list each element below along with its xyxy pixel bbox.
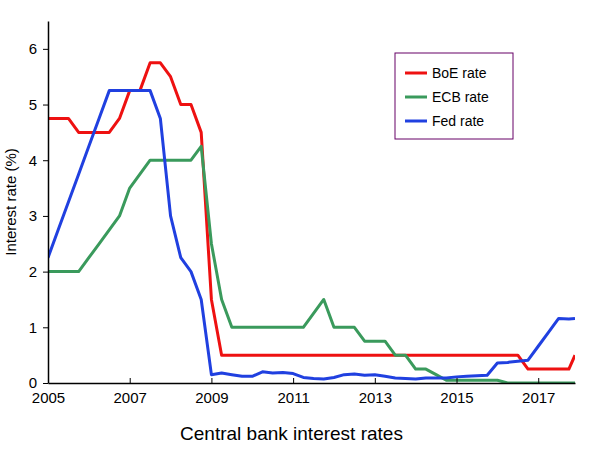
- y-tick-mark: [43, 327, 48, 328]
- y-axis-line: [48, 22, 50, 384]
- y-tick: 3: [29, 207, 48, 224]
- x-axis: 2005200720092011201320152017: [32, 378, 576, 406]
- y-tick: 0: [29, 374, 48, 391]
- x-tick-mark: [457, 378, 458, 383]
- y-tick-mark: [43, 105, 48, 106]
- x-tick-mark: [293, 378, 294, 383]
- x-tick-mark: [538, 378, 539, 383]
- y-axis-title: Interest rate (%): [2, 148, 19, 256]
- series-line: [48, 146, 575, 383]
- x-tick-label: 2007: [114, 389, 147, 406]
- x-tick-label: 2013: [359, 389, 392, 406]
- x-tick: 2017: [522, 378, 555, 406]
- legend: BoE rate ECB rate Fed rate: [395, 53, 513, 139]
- y-tick: 4: [29, 152, 48, 169]
- y-tick-mark: [43, 383, 48, 384]
- x-tick-label: 2015: [440, 389, 473, 406]
- y-tick-label: 4: [29, 152, 37, 169]
- chart-title: Central bank interest rates: [180, 423, 403, 444]
- y-tick: 6: [29, 40, 48, 57]
- y-tick-label: 2: [29, 263, 37, 280]
- legend-swatch: [405, 72, 427, 75]
- legend-label: Fed rate: [432, 113, 484, 129]
- x-tick-label: 2017: [522, 389, 555, 406]
- y-tick: 2: [29, 263, 48, 280]
- x-tick: 2011: [277, 378, 309, 406]
- x-tick-label: 2009: [195, 389, 228, 406]
- y-tick-label: 3: [29, 207, 37, 224]
- y-tick: 1: [29, 319, 48, 336]
- x-tick: 2015: [440, 378, 473, 406]
- x-tick-label: 2011: [277, 389, 309, 406]
- y-tick-label: 0: [29, 374, 37, 391]
- legend-label: BoE rate: [432, 65, 487, 81]
- legend-swatch: [405, 96, 427, 99]
- y-tick-mark: [43, 49, 48, 50]
- y-tick-label: 1: [29, 319, 37, 336]
- plot: 20052007200920112013201520170123456: [29, 22, 576, 406]
- y-tick-label: 6: [29, 40, 37, 57]
- legend-box: [395, 53, 513, 139]
- y-tick-label: 5: [29, 96, 37, 113]
- y-tick: 5: [29, 96, 48, 113]
- x-axis-line: [49, 383, 576, 385]
- x-tick-mark: [130, 378, 131, 383]
- legend-swatch: [405, 120, 427, 123]
- chart: 20052007200920112013201520170123456Inter…: [0, 0, 600, 450]
- x-tick: 2013: [359, 378, 392, 406]
- x-tick-mark: [211, 378, 212, 383]
- y-tick-mark: [43, 272, 48, 273]
- y-axis: 0 1 2 3 4 5 6: [29, 22, 49, 392]
- x-tick: 2007: [114, 378, 147, 406]
- x-tick: 2009: [195, 378, 228, 406]
- legend-label: ECB rate: [432, 89, 489, 105]
- x-tick-mark: [375, 378, 376, 383]
- y-tick-mark: [43, 160, 48, 161]
- y-tick-mark: [43, 216, 48, 217]
